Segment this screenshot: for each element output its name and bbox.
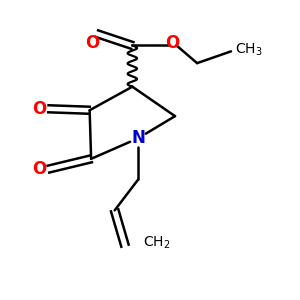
Text: O: O — [32, 160, 47, 178]
Text: O: O — [166, 34, 180, 52]
Text: N: N — [131, 129, 145, 147]
Text: CH$_3$: CH$_3$ — [236, 42, 263, 58]
Text: CH$_2$: CH$_2$ — [142, 235, 170, 251]
Text: O: O — [32, 100, 47, 118]
Text: O: O — [85, 34, 100, 52]
